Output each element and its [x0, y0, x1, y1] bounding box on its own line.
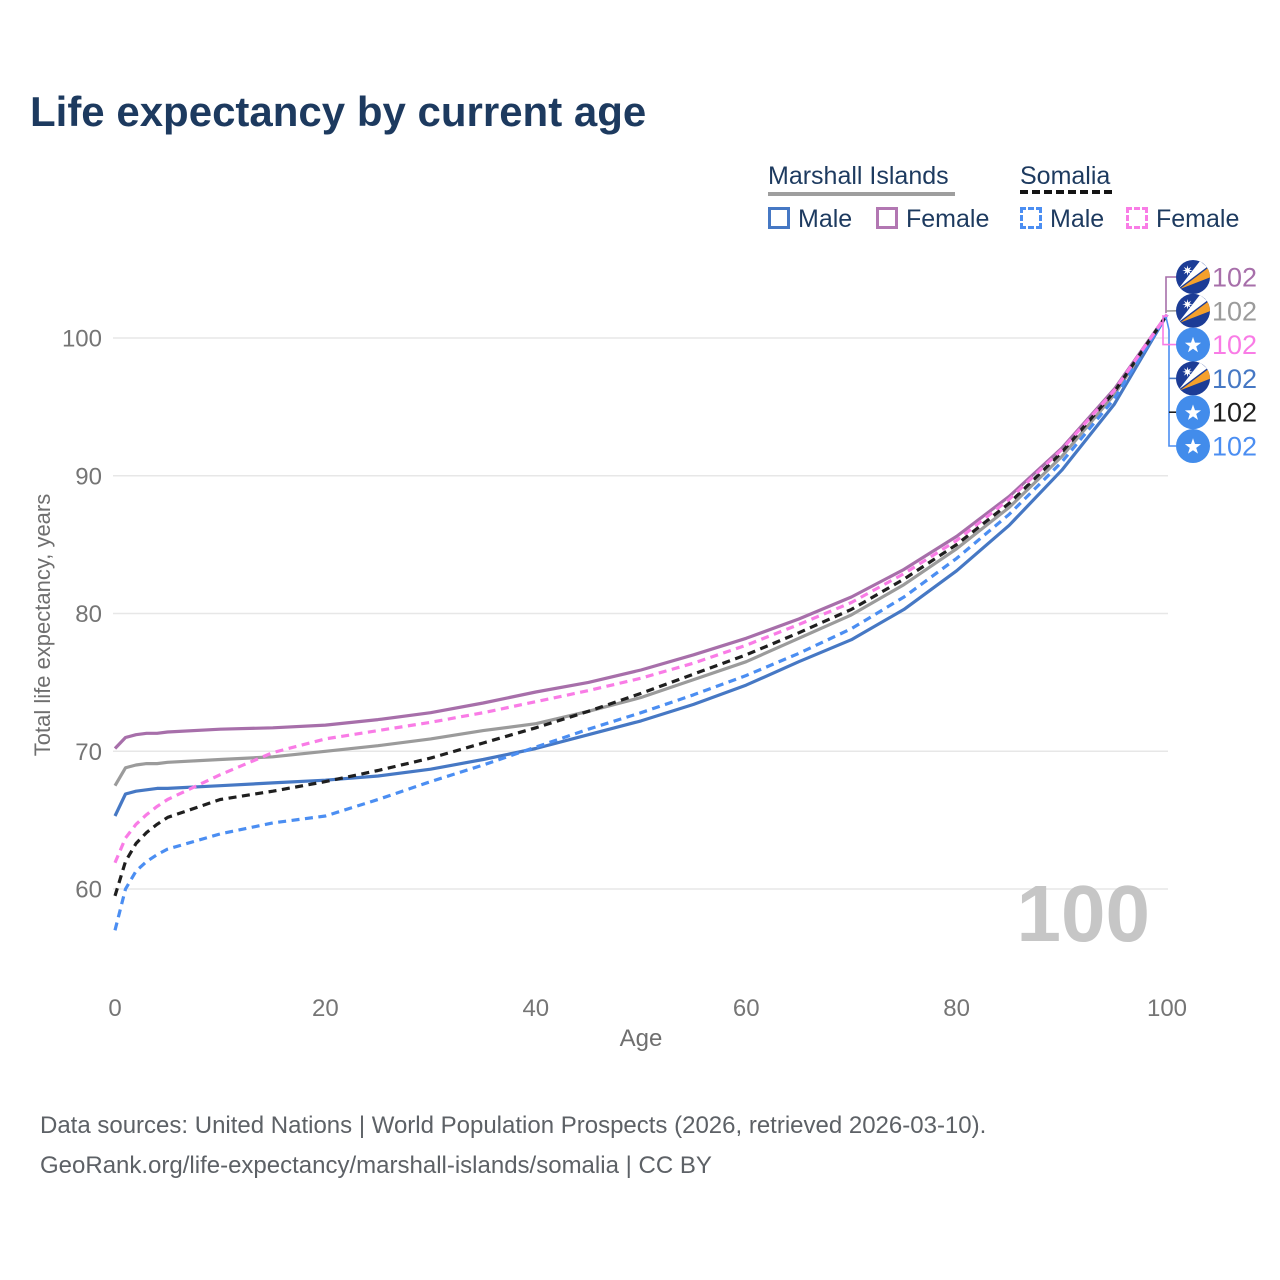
y-axis-title: Total life expectancy, years — [30, 494, 55, 757]
x-tick-20: 20 — [312, 995, 339, 1022]
gridlines — [113, 337, 1168, 890]
curve-marshall-islands-female — [113, 313, 1169, 750]
end-value-label: 102 — [1212, 296, 1257, 326]
marshall-islands-flag-icon — [1176, 361, 1210, 396]
footer-data-sources: Data sources: United Nations | World Pop… — [40, 1112, 987, 1139]
x-tick-100: 100 — [1147, 995, 1187, 1022]
curve-somalia-both — [113, 313, 1169, 897]
somalia-flag-icon — [1176, 395, 1210, 430]
x-tick-0: 0 — [108, 995, 121, 1022]
x-tick-40: 40 — [522, 995, 549, 1022]
end-value-label: 102 — [1212, 364, 1257, 394]
marshall-islands-flag-icon — [1176, 293, 1210, 328]
legend-label-marshall-female[interactable]: Female — [906, 205, 990, 233]
legend-country-marshall-islands[interactable]: Marshall Islands — [768, 162, 949, 190]
end-value-label: 102 — [1212, 263, 1257, 293]
legend-underline-marshall-islands — [768, 192, 955, 196]
x-axis-tick-labels: 0 20 40 60 80 100 — [108, 995, 1187, 1022]
end-value-label: 102 — [1212, 398, 1257, 428]
y-tick-70: 70 — [75, 739, 102, 766]
marshall-islands-flag-icon — [1176, 260, 1210, 294]
footer: Data sources: United Nations | World Pop… — [40, 1106, 986, 1186]
legend-swatch-marshall-female-icon[interactable] — [876, 207, 898, 229]
legend-label-somalia-male[interactable]: Male — [1050, 205, 1105, 233]
curve-somalia-male — [113, 313, 1169, 931]
x-axis-title: Age — [620, 1025, 663, 1052]
somalia-flag-icon — [1176, 429, 1210, 463]
leader-line — [1162, 315, 1176, 346]
leader-line — [1165, 276, 1176, 313]
x-tick-80: 80 — [943, 995, 970, 1022]
end-value-label: 102 — [1212, 432, 1257, 462]
legend-swatch-somalia-male-icon[interactable] — [1020, 207, 1042, 229]
legend-label-marshall-male[interactable]: Male — [798, 205, 853, 233]
line-chart: 100 60 70 80 90 100 0 20 40 60 80 100 Total life … — [30, 260, 1257, 1052]
page-title: Life expectancy by current age — [30, 88, 647, 135]
curve-marshall-islands-male — [113, 313, 1169, 817]
legend-country-somalia[interactable]: Somalia — [1020, 162, 1111, 190]
y-tick-100: 100 — [62, 326, 102, 353]
y-tick-60: 60 — [75, 877, 102, 904]
y-tick-90: 90 — [75, 463, 102, 490]
y-axis-tick-labels: 60 70 80 90 100 — [62, 326, 102, 904]
legend-swatch-marshall-male-icon[interactable] — [768, 207, 790, 229]
end-value-label: 102 — [1212, 330, 1257, 360]
footer-attribution: GeoRank.org/life-expectancy/marshall-isl… — [40, 1152, 712, 1179]
legend-label-somalia-female[interactable]: Female — [1156, 205, 1240, 233]
somalia-flag-icon — [1176, 327, 1210, 362]
curve-somalia-female — [113, 313, 1169, 864]
legend-swatch-somalia-female-icon[interactable] — [1126, 207, 1148, 229]
legend-underline-somalia — [1020, 190, 1112, 194]
series-curves — [113, 313, 1169, 931]
y-tick-80: 80 — [75, 601, 102, 628]
curve-marshall-islands-both — [113, 313, 1169, 787]
watermark-age-counter: 100 — [1017, 869, 1150, 958]
leader-line — [1165, 316, 1176, 447]
x-tick-60: 60 — [733, 995, 760, 1022]
